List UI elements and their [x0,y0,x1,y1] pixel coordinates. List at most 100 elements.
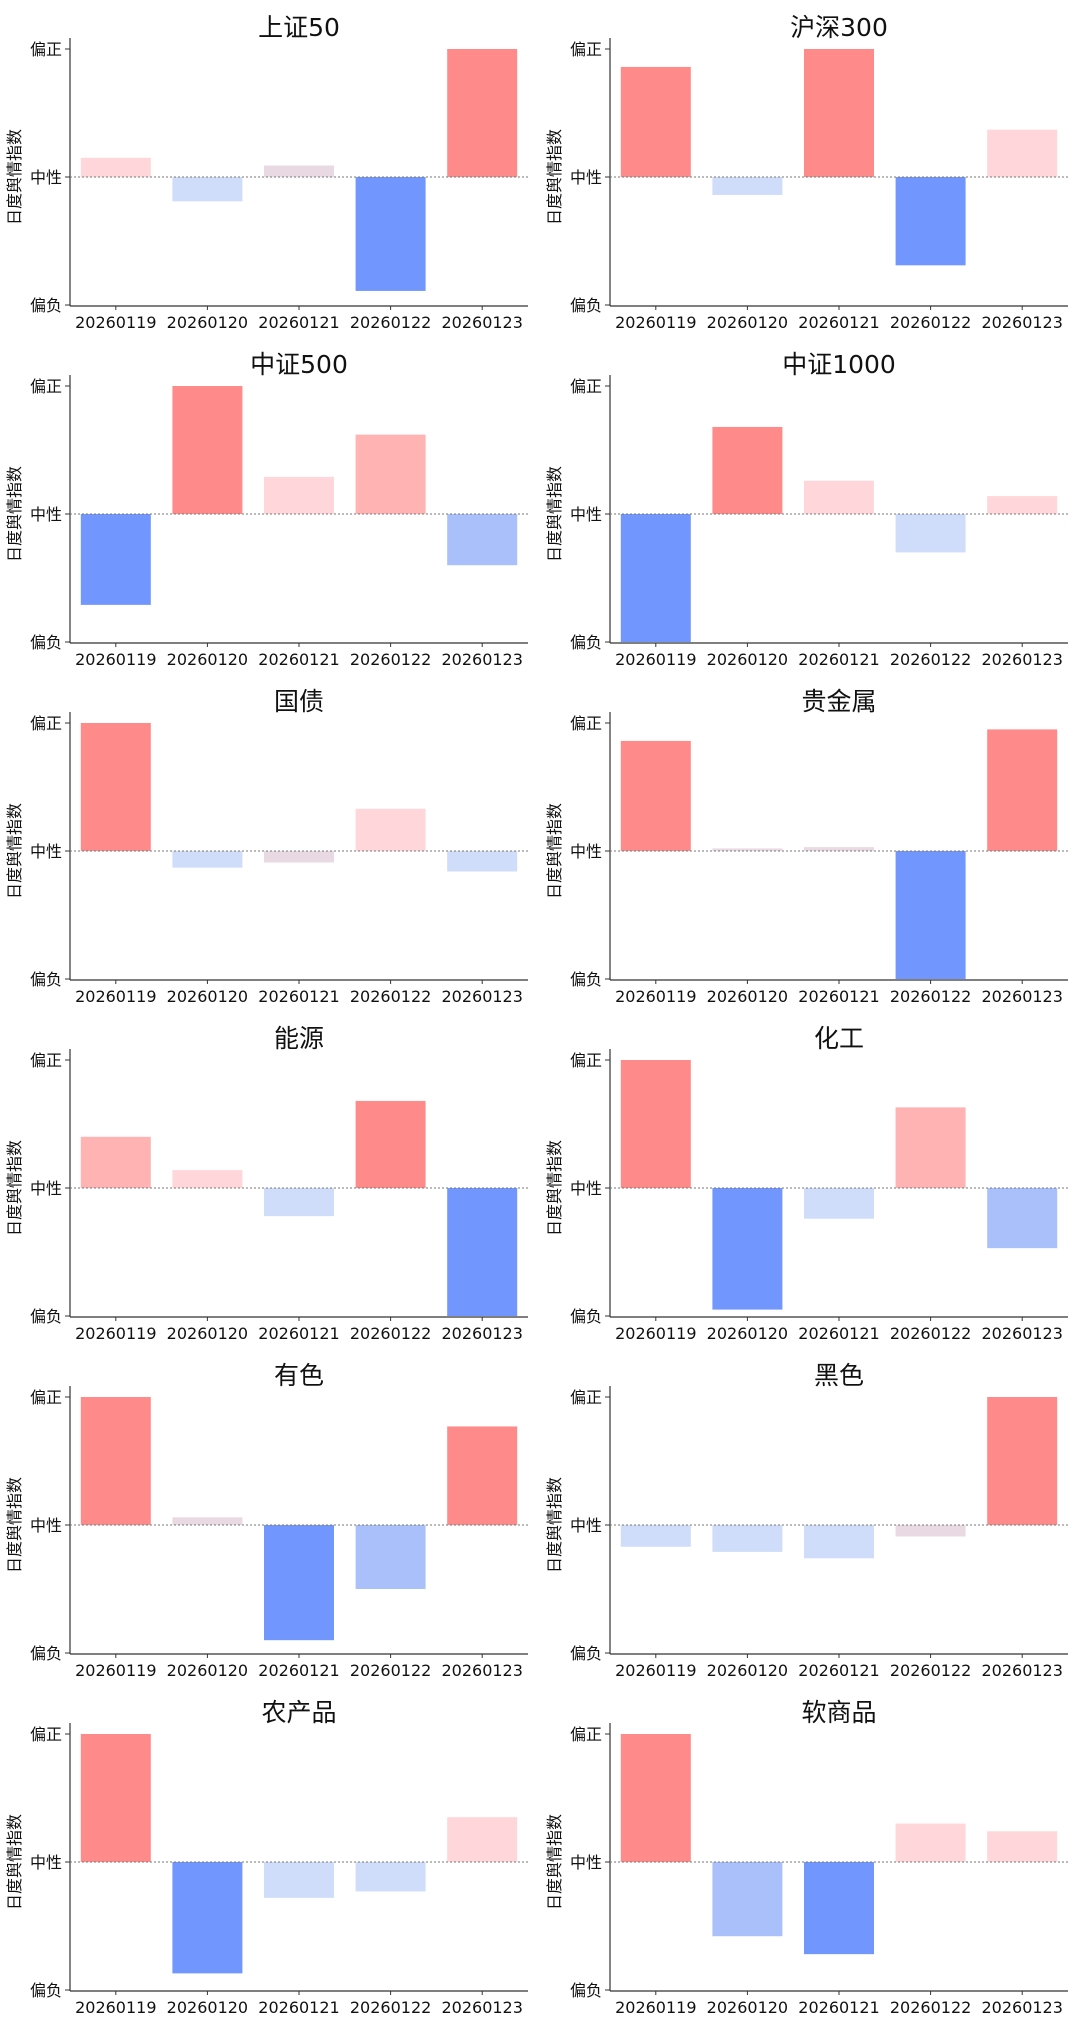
x-tick-label: 20260120 [707,1324,788,1343]
bar [447,851,518,872]
x-tick-label: 20260119 [615,650,696,669]
x-tick-label: 20260122 [350,313,431,332]
bar [447,1426,518,1525]
x-tick-label: 20260119 [75,1324,156,1343]
x-tick-label: 20260121 [798,650,879,669]
bar [895,177,966,266]
bar [447,49,518,177]
bar [355,434,426,514]
x-tick-label: 20260123 [981,650,1062,669]
bar [80,157,151,177]
x-tick-label: 20260123 [981,313,1062,332]
bar [447,514,518,566]
y-tick-label: 中性 [570,1179,602,1198]
chart-title: 国债 [274,687,324,716]
bar [987,729,1058,851]
x-tick-label: 20260119 [75,313,156,332]
bar [620,1734,691,1862]
y-tick-label: 偏正 [30,714,62,733]
x-tick-label: 20260120 [707,1661,788,1680]
y-tick-label: 中性 [570,168,602,187]
y-axis-label: 日度舆情指数 [545,466,564,562]
y-tick-label: 偏负 [30,1644,62,1663]
chart-title: 中证500 [250,350,348,379]
x-tick-label: 20260120 [707,313,788,332]
bar [620,740,691,851]
bar [264,1188,334,1217]
bar [620,66,691,177]
bar [264,165,334,177]
y-tick-label: 偏正 [30,1051,62,1070]
x-tick-label: 20260119 [615,1661,696,1680]
chart-title: 能源 [274,1024,324,1053]
bar [264,1525,334,1641]
chart-title: 沪深300 [790,13,888,42]
x-tick-label: 20260121 [798,1998,879,2017]
bar [895,1525,966,1537]
y-tick-label: 偏负 [30,1307,62,1326]
x-tick-label: 20260120 [707,987,788,1006]
x-tick-label: 20260123 [981,1998,1062,2017]
x-tick-label: 20260121 [798,1661,879,1680]
x-tick-label: 20260119 [75,650,156,669]
bar [264,1862,334,1898]
y-tick-label: 中性 [30,168,62,187]
y-tick-label: 中性 [30,1853,62,1872]
bar [712,1862,783,1937]
x-tick-label: 20260121 [258,1998,339,2017]
y-axis-label: 日度舆情指数 [545,803,564,899]
x-tick-label: 20260122 [350,1661,431,1680]
bar [264,851,334,863]
bar [447,1817,518,1862]
bar [804,49,874,177]
x-tick-label: 20260121 [258,313,339,332]
y-axis-label: 日度舆情指数 [5,803,24,899]
bar [80,723,151,851]
y-tick-label: 偏正 [570,714,602,733]
x-tick-label: 20260120 [167,987,248,1006]
y-tick-label: 中性 [30,1516,62,1535]
x-tick-label: 20260119 [75,987,156,1006]
x-tick-label: 20260120 [707,1998,788,2017]
bar [804,847,874,851]
bar [620,1525,691,1547]
y-tick-label: 偏正 [570,40,602,59]
bar [712,848,783,851]
bar [895,1823,966,1862]
bar [620,514,691,642]
bar [712,1525,783,1552]
y-axis-label: 日度舆情指数 [5,1140,24,1236]
y-axis-label: 日度舆情指数 [5,1814,24,1910]
bar [447,1188,518,1316]
bar [712,177,783,195]
x-tick-label: 20260121 [798,1324,879,1343]
x-tick-label: 20260122 [890,1661,971,1680]
bar [172,177,243,202]
x-tick-label: 20260121 [798,987,879,1006]
y-tick-label: 中性 [30,505,62,524]
chart-title: 贵金属 [801,687,876,716]
y-tick-label: 偏负 [570,1644,602,1663]
y-tick-label: 偏正 [570,1051,602,1070]
y-axis-label: 日度舆情指数 [5,1477,24,1573]
x-tick-label: 20260123 [441,1998,522,2017]
y-axis-label: 日度舆情指数 [545,1814,564,1910]
chart-title: 上证50 [258,13,340,42]
bar [804,480,874,514]
x-tick-label: 20260122 [890,1998,971,2017]
x-tick-label: 20260123 [441,1661,522,1680]
y-tick-label: 偏正 [570,1388,602,1407]
x-tick-label: 20260121 [258,987,339,1006]
y-axis-label: 日度舆情指数 [545,1140,564,1236]
bar [172,1517,243,1525]
y-tick-label: 偏负 [30,296,62,315]
x-tick-label: 20260122 [350,1324,431,1343]
bar [804,1862,874,1955]
y-tick-label: 偏负 [30,1981,62,2000]
bar [172,1862,243,1974]
y-tick-label: 中性 [570,505,602,524]
